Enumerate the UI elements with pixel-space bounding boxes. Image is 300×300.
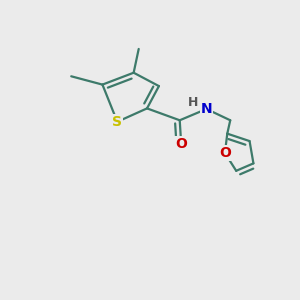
Text: N: N: [201, 102, 212, 116]
Text: O: O: [175, 137, 187, 151]
Text: O: O: [219, 146, 231, 160]
Text: S: S: [112, 115, 122, 129]
Text: H: H: [188, 96, 198, 109]
